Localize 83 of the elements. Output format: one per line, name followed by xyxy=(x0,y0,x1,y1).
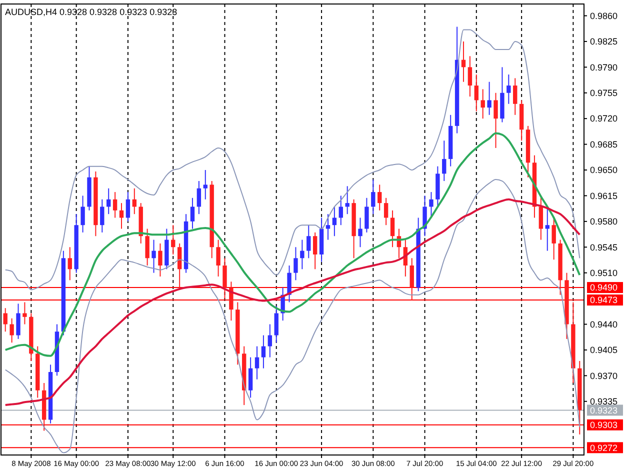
y-tick-label: 0.9650 xyxy=(590,165,618,176)
y-tick-label: 0.9825 xyxy=(590,36,618,47)
candlestick xyxy=(384,197,388,226)
candlestick xyxy=(487,81,492,116)
candlestick xyxy=(371,179,376,215)
candlestick xyxy=(538,195,544,240)
candlestick xyxy=(261,334,266,369)
candlestick xyxy=(410,258,414,301)
candlestick xyxy=(306,224,311,259)
candlestick xyxy=(171,224,176,255)
line-series xyxy=(4,132,581,357)
candlestick xyxy=(274,305,278,344)
ref-line-label: 0.9323 xyxy=(590,405,618,416)
candlestick xyxy=(312,232,318,270)
candlestick xyxy=(106,188,111,215)
candlestick xyxy=(480,88,485,120)
line-series xyxy=(4,29,580,290)
candlestick xyxy=(513,78,518,116)
candlestick xyxy=(506,74,511,104)
candlestick xyxy=(390,210,395,248)
candlestick xyxy=(326,214,330,240)
candlestick xyxy=(68,246,72,281)
candlestick xyxy=(158,242,162,278)
ref-line-label: 0.9473 xyxy=(590,295,618,306)
candlestick xyxy=(229,281,234,322)
candlestick xyxy=(468,56,472,98)
candlestick xyxy=(358,217,362,248)
y-tick-label: 0.9405 xyxy=(590,345,618,356)
candlestick xyxy=(80,195,85,233)
y-tick-label: 0.9545 xyxy=(590,242,618,252)
y-tick-label: 0.9755 xyxy=(590,88,618,98)
y-tick-label: 0.9335 xyxy=(590,396,618,407)
candlestick xyxy=(22,302,27,325)
y-tick-label: 0.9615 xyxy=(590,190,618,201)
candlestick xyxy=(100,198,104,233)
candlestick xyxy=(126,192,130,222)
candlestick xyxy=(248,356,253,398)
ref-line-label: 0.9303 xyxy=(590,420,618,430)
candlestick xyxy=(222,258,227,300)
candlestick xyxy=(332,206,337,237)
ref-line-label: 0.9490 xyxy=(590,282,618,293)
candlestick xyxy=(177,242,182,290)
candlestick xyxy=(338,195,343,226)
candlestick xyxy=(10,318,14,344)
candlestick xyxy=(203,170,208,200)
candlestick xyxy=(474,74,478,112)
line-series xyxy=(4,179,580,454)
candlestick xyxy=(3,308,8,332)
candlestick xyxy=(300,239,304,270)
y-tick-label: 0.9720 xyxy=(590,114,618,124)
y-tick-label: 0.9370 xyxy=(590,370,618,381)
candlestick xyxy=(145,228,150,266)
candlestick xyxy=(545,206,550,252)
candlestick xyxy=(196,180,202,215)
y-tick-label: 0.9440 xyxy=(590,319,618,330)
candlestick xyxy=(494,92,498,148)
candlestick xyxy=(152,239,156,274)
candlestick xyxy=(461,40,466,82)
ref-line-label: 0.9272 xyxy=(590,442,618,453)
candlestick xyxy=(216,239,220,278)
chart-title: AUDUSD,H4 0.9328 0.9328 0.9323 0.9323 xyxy=(5,7,178,17)
candlestick xyxy=(119,202,124,230)
candlestick xyxy=(294,246,298,281)
candlestick xyxy=(287,264,292,303)
candlestick xyxy=(16,303,20,340)
candlestick xyxy=(112,192,118,218)
candlestick xyxy=(378,184,382,211)
candlestick xyxy=(429,192,434,218)
y-tick-label: 0.9790 xyxy=(590,62,618,72)
candlestick xyxy=(190,197,195,230)
candlestick xyxy=(422,195,427,237)
candlestick xyxy=(552,217,556,260)
y-tick-label: 0.9685 xyxy=(590,139,618,150)
y-tick-label: 0.9510 xyxy=(590,268,618,278)
y-tick-label: 0.9580 xyxy=(590,216,618,227)
candlestick xyxy=(254,346,260,380)
candlestick xyxy=(442,140,446,182)
candlestick xyxy=(364,197,369,233)
y-tick-label: 0.9860 xyxy=(590,10,618,21)
candlestick xyxy=(345,186,350,215)
candlestick xyxy=(132,188,137,215)
candlestick xyxy=(268,324,272,358)
line-series xyxy=(4,198,581,406)
